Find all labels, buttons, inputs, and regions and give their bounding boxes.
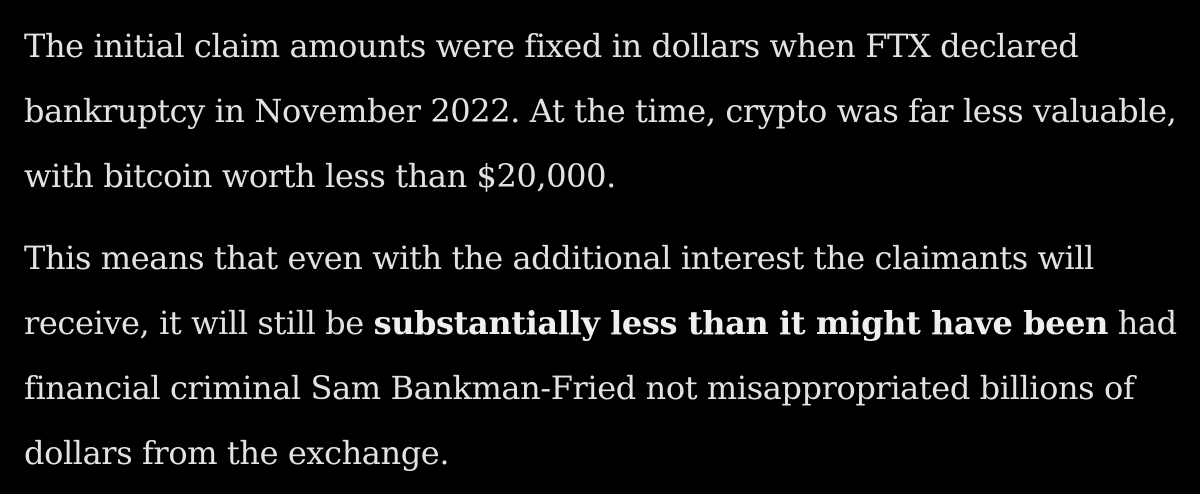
paragraph-interest-explanation: This means that even with the additional… (24, 226, 1184, 486)
bold-emphasis-text: substantially less than it might have be… (373, 304, 1109, 342)
paragraph-text-before-bold: This means that even with the additional… (24, 239, 1094, 342)
paragraph-claim-amounts: The initial claim amounts were fixed in … (24, 27, 1177, 195)
article-body: The initial claim amounts were fixed in … (24, 14, 1184, 486)
paragraph-text-after-bold: had financial criminal Sam Bankman-Fried… (24, 304, 1177, 472)
